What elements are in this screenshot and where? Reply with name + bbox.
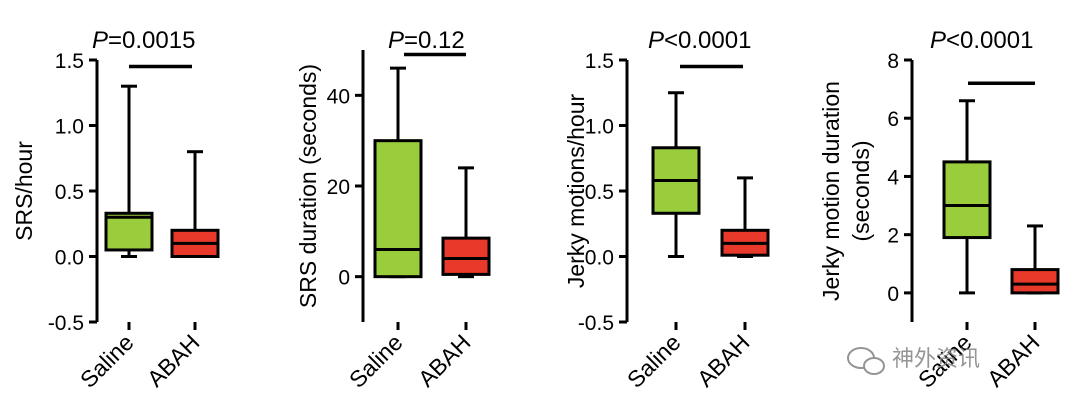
category-label-abah: ABAH — [982, 329, 1045, 392]
category-label-abah: ABAH — [692, 329, 755, 392]
box-saline — [373, 66, 423, 279]
y-tick-label: 0.0 — [585, 247, 614, 270]
box-abah — [441, 166, 491, 279]
p-value: <0.0001 — [946, 27, 1033, 54]
p-symbol: P — [648, 27, 664, 54]
p-value-title: P<0.0001 — [648, 27, 751, 54]
box-abah — [170, 150, 220, 259]
p-value-title: P<0.0001 — [930, 27, 1033, 54]
y-tick-label: 2 — [887, 225, 899, 248]
y-tick-label: 0.0 — [55, 247, 84, 270]
category-label-saline: Saline — [75, 329, 139, 393]
y-tick-label: 20 — [327, 176, 350, 199]
chart-panel-3: -0.5 0.0 0.5 1.0 1.5 Jerky motions/hour Saline… — [563, 27, 770, 393]
y-tick-label: 0.5 — [585, 181, 614, 204]
category-label-abah: ABAH — [142, 329, 205, 392]
iqr-box — [373, 139, 423, 279]
watermark-text: 神外资讯 — [892, 347, 980, 372]
p-value: <0.0001 — [664, 27, 751, 54]
y-tick-label: 0.5 — [55, 181, 84, 204]
y-tick-label: 6 — [887, 108, 899, 131]
p-value-title: P=0.0015 — [92, 27, 195, 54]
y-axis-label: Jerky motion duration — [818, 81, 844, 301]
box-saline — [651, 91, 701, 258]
box-saline — [942, 99, 992, 295]
y-tick-label: 8 — [887, 50, 899, 73]
y-axis-label: SRS duration (seconds) — [295, 64, 321, 308]
category-label-abah: ABAH — [413, 329, 476, 392]
y-tick-label: 4 — [887, 166, 899, 189]
y-tick-label: 1.5 — [585, 50, 614, 73]
iqr-box — [1010, 268, 1060, 295]
p-symbol: P — [92, 27, 108, 54]
wechat-icon-bubble — [863, 357, 885, 375]
p-symbol: P — [930, 27, 946, 54]
y-tick-label: 1.0 — [585, 116, 614, 139]
y-tick-label: 1.0 — [55, 116, 84, 139]
box-abah — [1010, 224, 1060, 295]
chart-panel-2: 0 20 40 SRS duration (seconds) Saline ABAH P=0… — [295, 27, 491, 393]
p-value: =0.12 — [404, 27, 465, 54]
box-abah — [720, 176, 770, 258]
y-axis-label: (seconds) — [848, 141, 874, 242]
y-tick-label: 1.5 — [55, 50, 84, 73]
p-value: =0.0015 — [108, 27, 195, 54]
y-axis-label: Jerky motions/hour — [563, 94, 589, 289]
chart-panel-1: -0.5 0.0 0.5 1.0 1.5 SRS/hour Saline ABAH P=0.00… — [11, 27, 220, 393]
iqr-box — [441, 236, 491, 276]
y-tick-label: 0 — [338, 267, 350, 290]
y-tick-label: 0 — [887, 283, 899, 306]
y-tick-label: -0.5 — [48, 312, 84, 335]
p-value-title: P=0.12 — [388, 27, 465, 54]
y-axis-label: SRS/hour — [11, 141, 37, 241]
category-label-saline: Saline — [622, 329, 686, 393]
watermark: 神外资讯 — [847, 347, 980, 375]
box-saline — [104, 84, 154, 258]
y-tick-label: 40 — [327, 85, 350, 108]
iqr-box — [942, 160, 992, 240]
category-label-saline: Saline — [344, 329, 408, 393]
iqr-box — [104, 211, 154, 252]
y-tick-label: -0.5 — [578, 312, 614, 335]
p-symbol: P — [388, 27, 404, 54]
